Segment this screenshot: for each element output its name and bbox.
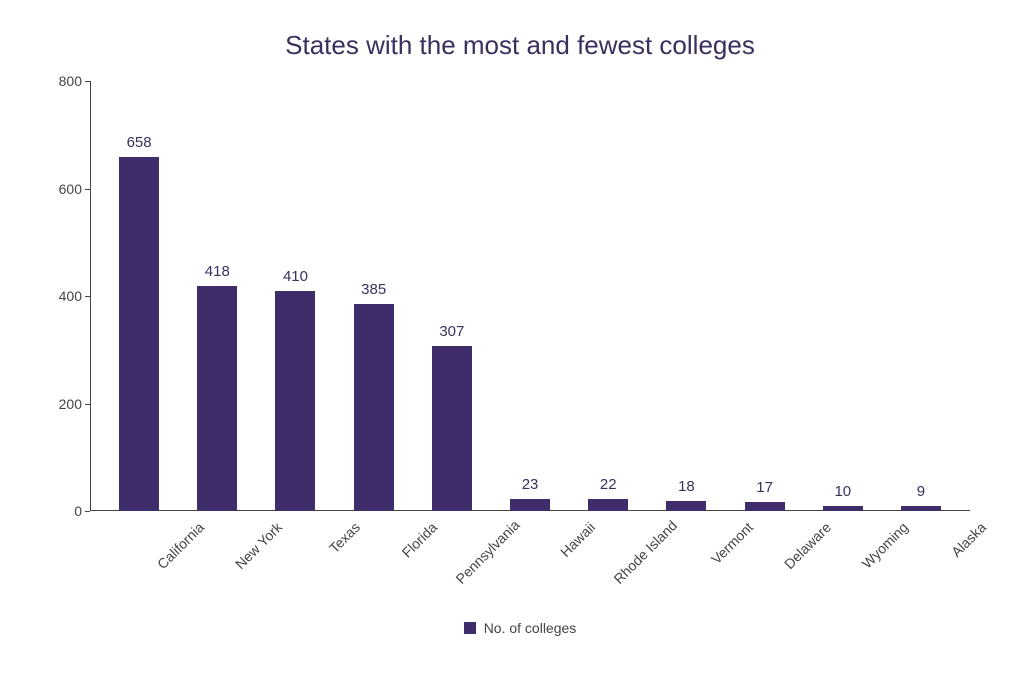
x-axis-label: Alaska [923, 519, 989, 585]
bar [823, 506, 863, 511]
bar-value-label: 10 [834, 483, 851, 500]
bar-group: 658 [100, 134, 178, 511]
x-axis-label: Hawaii [532, 519, 598, 585]
bar-value-label: 410 [283, 268, 308, 285]
x-axis-label: Vermont [690, 519, 756, 585]
bar-value-label: 658 [127, 134, 152, 151]
bar-group: 418 [178, 263, 256, 511]
bar-value-label: 22 [600, 476, 617, 493]
x-axis-label: Pennsylvania [453, 519, 521, 587]
x-axis-label: Delaware [767, 519, 833, 585]
x-axis-label: Rhode Island [610, 519, 678, 587]
bar-value-label: 23 [522, 476, 539, 493]
legend-label: No. of colleges [484, 620, 577, 636]
bar-value-label: 418 [205, 263, 230, 280]
legend: No. of colleges [50, 620, 990, 636]
bar-group: 18 [647, 478, 725, 511]
bar-value-label: 385 [361, 281, 386, 298]
y-axis-tick-mark [85, 81, 90, 82]
y-axis-tick-mark [85, 404, 90, 405]
x-axis-label: New York [219, 519, 285, 585]
bar [666, 501, 706, 511]
bar-value-label: 9 [917, 483, 925, 500]
x-axis-labels: CaliforniaNew YorkTexasFloridaPennsylvan… [90, 519, 970, 535]
x-axis-label: California [141, 519, 207, 585]
bar-value-label: 307 [439, 323, 464, 340]
y-axis-tick-mark [85, 296, 90, 297]
y-axis-tick-mark [85, 189, 90, 190]
bar-value-label: 18 [678, 478, 695, 495]
x-axis-label: Wyoming [845, 519, 911, 585]
y-axis-tick-label: 800 [59, 73, 82, 89]
bars-container: 658 418 410 385 307 23 22 18 17 10 9 [90, 81, 970, 511]
y-axis-tick-label: 400 [59, 288, 82, 304]
bar-group: 9 [882, 483, 960, 511]
bar-group: 410 [256, 268, 334, 511]
bar [354, 304, 394, 511]
bar [901, 506, 941, 511]
chart-title: States with the most and fewest colleges [50, 30, 990, 61]
y-axis-tick-label: 200 [59, 396, 82, 412]
bar [510, 499, 550, 511]
y-axis-tick-mark [85, 511, 90, 512]
bar-group: 22 [569, 476, 647, 511]
y-axis: 0200400600800 [50, 81, 90, 511]
bar-group: 23 [491, 476, 569, 511]
y-axis-tick-label: 0 [74, 503, 82, 519]
bar [119, 157, 159, 511]
bar [588, 499, 628, 511]
bar [275, 291, 315, 511]
bar-group: 385 [335, 281, 413, 511]
plot-area: 0200400600800 65841841038530723221817109 [90, 81, 970, 511]
bar-group: 307 [413, 323, 491, 511]
bar-group: 10 [804, 483, 882, 511]
bar [745, 502, 785, 511]
x-axis-label: Florida [374, 519, 440, 585]
bar-group: 17 [726, 479, 804, 511]
x-axis-label: Texas [296, 519, 362, 585]
y-axis-tick-label: 600 [59, 181, 82, 197]
legend-swatch [464, 622, 476, 634]
bar [197, 286, 237, 511]
bar-value-label: 17 [756, 479, 773, 496]
chart-container: States with the most and fewest colleges… [50, 30, 990, 650]
bar [432, 346, 472, 511]
